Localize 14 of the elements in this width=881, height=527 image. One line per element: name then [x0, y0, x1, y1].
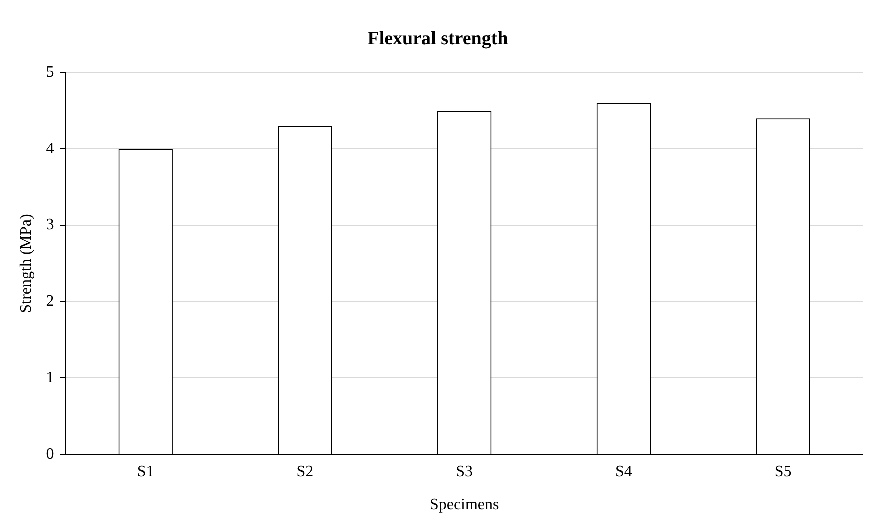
chart-title: Flexural strength: [368, 28, 509, 50]
y-tick-label: 5: [46, 64, 54, 82]
x-axis-title: Specimens: [430, 496, 500, 514]
y-tick-label: 0: [46, 446, 54, 463]
x-tick-label: S2: [296, 463, 314, 480]
x-tick-label: S5: [774, 463, 792, 480]
x-tick-label: S1: [137, 463, 154, 480]
x-tick-label: S3: [456, 463, 474, 480]
y-tick-label: 3: [46, 216, 54, 234]
y-tick-label: 2: [46, 293, 54, 310]
y-axis-title: Strength (MPa): [18, 214, 35, 314]
y-tick-label: 4: [46, 140, 54, 158]
x-tick-label: S4: [616, 463, 632, 480]
y-tick-label: 1: [46, 369, 54, 386]
